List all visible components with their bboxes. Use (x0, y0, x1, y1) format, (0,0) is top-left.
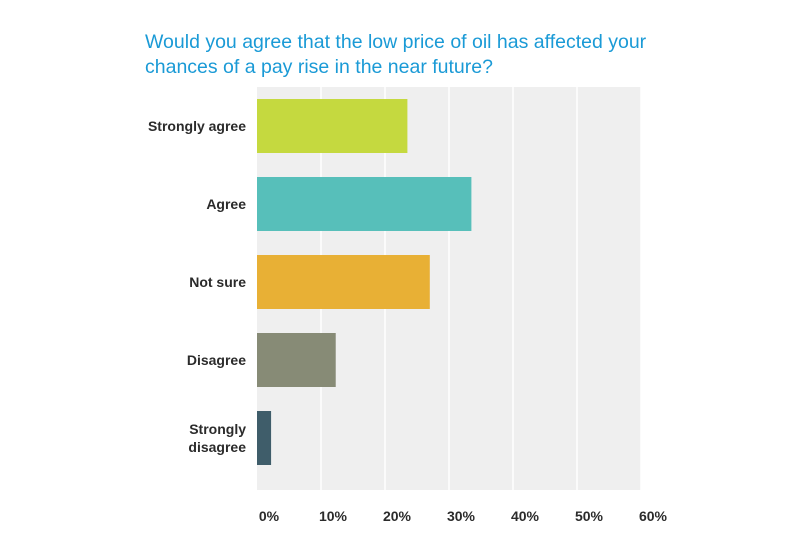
bar (257, 411, 272, 465)
x-tick-label: 60% (639, 508, 668, 524)
x-tick-label: 40% (511, 508, 540, 524)
x-tick-labels: 0% 10% 20% 30% 40% 50% 60% (259, 508, 668, 524)
bar (257, 333, 336, 387)
bar (257, 99, 408, 153)
category-labels: Strongly agree Agree Not sure Disagree Stron… (148, 118, 246, 455)
bar (257, 255, 430, 309)
category-label: Strongly disagree (188, 421, 246, 455)
x-tick-label: 20% (383, 508, 412, 524)
category-label: Agree (206, 196, 246, 212)
category-label: Strongly agree (148, 118, 246, 134)
x-tick-label: 0% (259, 508, 280, 524)
bar (257, 177, 472, 231)
x-tick-label: 30% (447, 508, 476, 524)
chart-title: Would you agree that the low price of oi… (145, 31, 647, 78)
bars (257, 99, 472, 465)
x-tick-label: 50% (575, 508, 604, 524)
x-tick-label: 10% (319, 508, 348, 524)
category-label: Disagree (187, 352, 246, 368)
category-label: Not sure (189, 274, 246, 290)
gridlines (320, 87, 642, 490)
